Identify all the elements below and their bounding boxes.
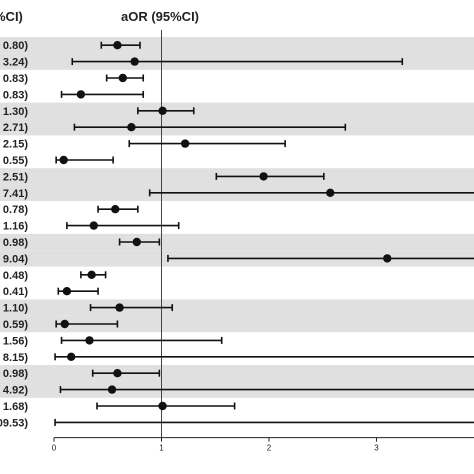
point-estimate — [76, 90, 86, 99]
row-ci-label: 7.41) — [3, 188, 28, 200]
point-estimate — [132, 237, 141, 247]
point-estimate — [111, 205, 120, 214]
x-tick-label: 0 — [52, 444, 57, 453]
point-estimate — [127, 123, 136, 132]
row-ci-label: 1.10) — [3, 303, 28, 315]
row-ci-label: 8.15) — [3, 352, 28, 364]
point-estimate — [118, 73, 128, 83]
point-estimate — [326, 188, 335, 197]
row-ci-label: 2.51) — [3, 171, 28, 183]
point-estimate — [130, 57, 139, 66]
row-ci-label: 1.30) — [3, 106, 28, 118]
point-estimate — [113, 369, 122, 378]
point-estimate — [113, 41, 122, 50]
row-ci-label: 0.59) — [3, 319, 28, 331]
row-ci-label: 109.53) — [0, 417, 28, 429]
row-band — [0, 37, 474, 54]
row-band — [0, 299, 474, 316]
row-ci-label: 0.41) — [3, 286, 28, 298]
point-estimate — [89, 221, 98, 230]
point-estimate — [115, 303, 124, 312]
row-ci-label: 0.78) — [3, 204, 28, 216]
point-estimate — [158, 401, 167, 411]
point-estimate — [87, 270, 96, 279]
estimates — [54, 41, 474, 426]
point-estimate — [107, 385, 117, 394]
plot-title: aOR (95%CI) — [121, 9, 199, 24]
x-tick-label: 3 — [374, 444, 379, 453]
row-ci-label: 0.83) — [3, 89, 28, 101]
x-tick-label: 2 — [267, 444, 272, 453]
point-estimate — [67, 352, 76, 361]
point-estimate — [60, 319, 69, 329]
row-ci-label: 3.24) — [3, 57, 28, 69]
row-ci-label: 0.48) — [3, 270, 28, 282]
point-estimate — [383, 254, 392, 263]
row-ci-label: 1.56) — [3, 335, 28, 347]
row-ci-label: 0.98) — [3, 368, 28, 380]
ci-column-header: %CI) — [0, 9, 23, 24]
row-ci-label: 9.04) — [3, 253, 28, 265]
x-tick-label: 1 — [159, 444, 164, 453]
row-ci-label: 0.80) — [3, 40, 28, 52]
row-ci-label: 0.83) — [3, 73, 28, 85]
row-band — [0, 365, 474, 382]
point-estimate — [180, 139, 190, 148]
point-estimate — [158, 106, 167, 116]
row-band — [0, 102, 474, 119]
row-ci-label: 4.92) — [3, 385, 28, 397]
point-estimate — [59, 155, 68, 165]
row-band — [0, 315, 474, 333]
row-band — [0, 233, 474, 251]
row-ci-label: 0.98) — [3, 237, 28, 249]
row-ci-label: 1.16) — [3, 221, 28, 233]
row-ci-label: 2.15) — [3, 139, 28, 151]
x-axis-ticks: 0 1 2 3 — [52, 437, 379, 453]
point-estimate — [62, 287, 72, 296]
row-ci-label: 2.71) — [3, 122, 28, 134]
row-ci-label: 0.55) — [3, 155, 28, 167]
point-estimate — [85, 336, 94, 345]
row-bands — [0, 37, 474, 398]
point-estimate — [259, 172, 268, 181]
row-labels: 0.80) 3.24) 0.83) 0.83) 1.30) 2.71) 2.15) 0.55)… — [0, 40, 28, 429]
row-ci-label: 1.68) — [3, 401, 28, 413]
